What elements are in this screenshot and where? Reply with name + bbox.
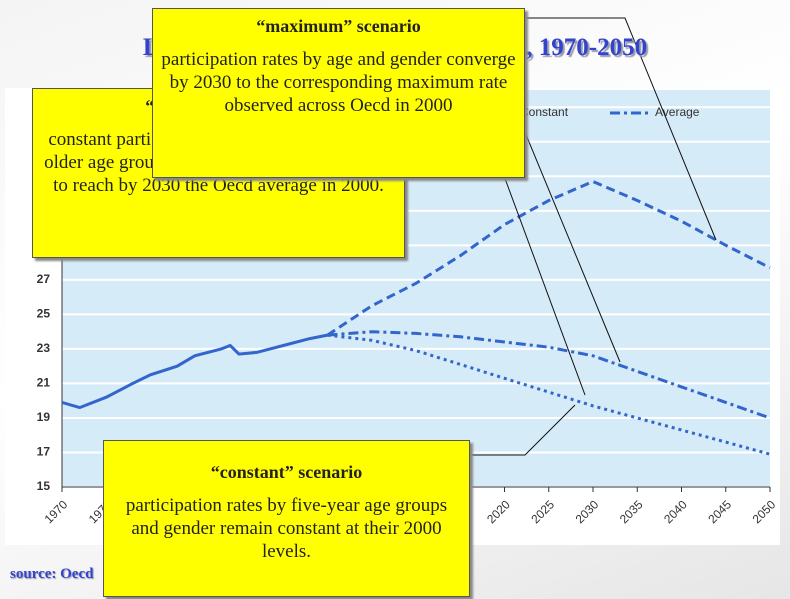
- y-tick-label: 21: [37, 376, 51, 390]
- y-tick-label: 17: [37, 445, 51, 459]
- series-line: [326, 179, 771, 337]
- y-tick-label: 15: [37, 479, 51, 493]
- legend-label: Constant: [520, 105, 569, 119]
- y-tick-label: 23: [37, 341, 51, 355]
- leader-line: [499, 164, 586, 396]
- series-line: [61, 333, 328, 410]
- annotation-text: participation rates by five-year age gro…: [125, 495, 448, 562]
- legend-label: Average: [655, 105, 700, 119]
- annotation-box: “maximum” scenario participation rates b…: [152, 8, 525, 178]
- annotation-box: “constant” scenario participation rates …: [103, 440, 470, 597]
- source: source: Oecd: [10, 566, 94, 582]
- annotation-title: “constant” scenario: [210, 462, 363, 482]
- y-tick-label: 19: [37, 410, 51, 424]
- leader-line: [521, 124, 621, 363]
- leader-line: [470, 404, 576, 456]
- leader-line: [525, 17, 717, 241]
- y-tick-label: 25: [37, 307, 51, 321]
- annotation-text: participation rates by age and gender co…: [161, 49, 516, 116]
- annotation-title: “maximum” scenario: [256, 16, 421, 36]
- y-tick-label: 27: [37, 272, 51, 286]
